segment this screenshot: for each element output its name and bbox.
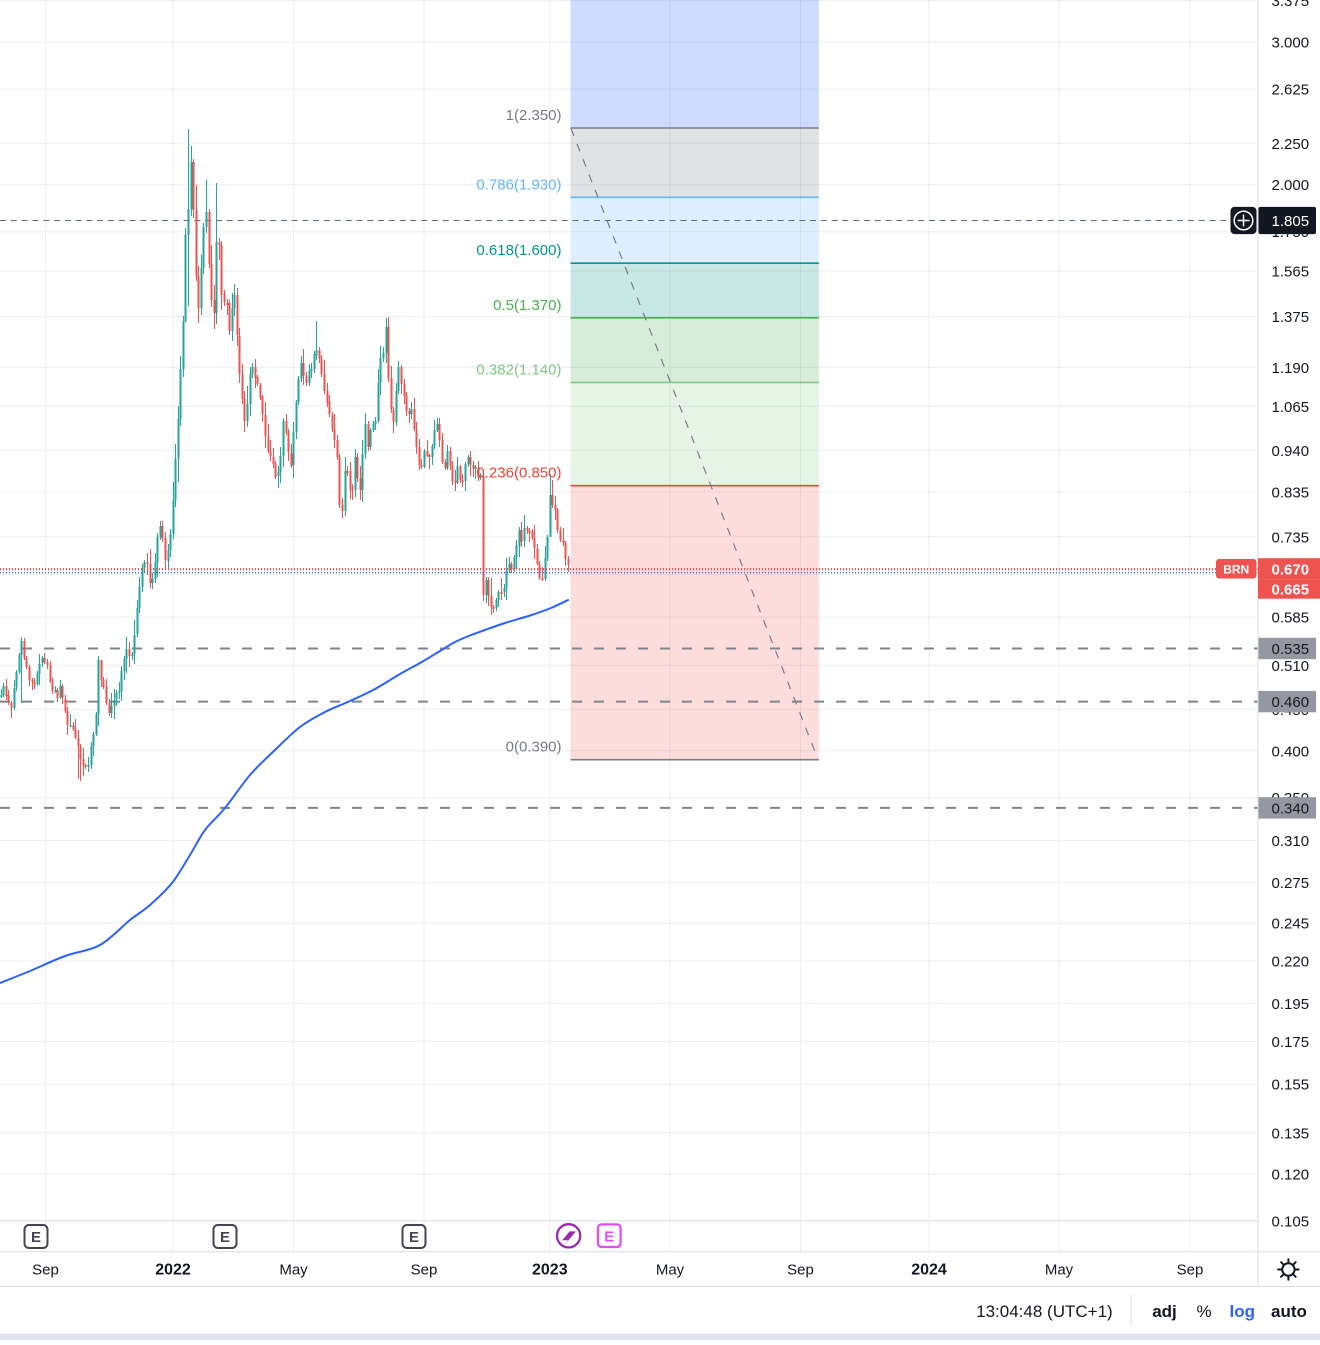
svg-text:0.175: 0.175 (1272, 1034, 1310, 1051)
svg-text:E: E (220, 1229, 230, 1246)
svg-text:0.786(1.930): 0.786(1.930) (476, 176, 561, 193)
svg-text:0.195: 0.195 (1272, 996, 1310, 1013)
svg-text:0.340: 0.340 (1272, 800, 1310, 817)
svg-text:2.625: 2.625 (1272, 82, 1310, 99)
svg-text:2023: 2023 (532, 1262, 568, 1279)
svg-text:May: May (1045, 1262, 1074, 1279)
svg-text:2024: 2024 (911, 1262, 947, 1279)
svg-text:May: May (656, 1262, 685, 1279)
svg-text:BRN: BRN (1223, 563, 1249, 577)
svg-text:Sep: Sep (411, 1262, 438, 1279)
svg-text:2.000: 2.000 (1272, 177, 1310, 194)
svg-text:0.535: 0.535 (1272, 641, 1310, 658)
svg-text:0.400: 0.400 (1272, 743, 1310, 760)
svg-text:0.236(0.850): 0.236(0.850) (476, 465, 561, 482)
svg-text:3.000: 3.000 (1272, 35, 1310, 52)
svg-text:auto: auto (1271, 1302, 1307, 1321)
svg-text:adj: adj (1152, 1302, 1177, 1321)
svg-text:0(0.390): 0(0.390) (506, 739, 562, 756)
svg-text:0.735: 0.735 (1272, 529, 1310, 546)
svg-text:0.835: 0.835 (1272, 484, 1310, 501)
svg-text:0.618(1.600): 0.618(1.600) (476, 242, 561, 259)
svg-text:E: E (409, 1229, 419, 1246)
svg-text:E: E (31, 1229, 41, 1246)
svg-text:0.510: 0.510 (1272, 658, 1310, 675)
svg-text:0.460: 0.460 (1272, 694, 1310, 711)
svg-text:0.105: 0.105 (1272, 1214, 1310, 1231)
svg-text:0.245: 0.245 (1272, 916, 1310, 933)
svg-text:0.5(1.370): 0.5(1.370) (493, 297, 561, 314)
svg-text:0.155: 0.155 (1272, 1077, 1310, 1094)
svg-text:log: log (1230, 1302, 1256, 1321)
svg-text:0.382(1.140): 0.382(1.140) (476, 361, 561, 378)
svg-text:Sep: Sep (32, 1262, 59, 1279)
svg-text:0.585: 0.585 (1272, 610, 1310, 627)
svg-text:0.135: 0.135 (1272, 1125, 1310, 1142)
svg-text:0.310: 0.310 (1272, 833, 1310, 850)
svg-text:Sep: Sep (787, 1262, 814, 1279)
svg-text:0.940: 0.940 (1272, 443, 1310, 460)
svg-text:1.375: 1.375 (1272, 309, 1310, 326)
svg-text:%: % (1196, 1302, 1211, 1321)
svg-text:1(2.350): 1(2.350) (506, 107, 562, 124)
svg-text:2.250: 2.250 (1272, 136, 1310, 153)
svg-text:E: E (604, 1229, 614, 1246)
svg-text:0.220: 0.220 (1272, 954, 1310, 971)
svg-text:1.065: 1.065 (1272, 399, 1310, 416)
svg-text:0.670: 0.670 (1272, 562, 1310, 579)
svg-text:1.565: 1.565 (1272, 264, 1310, 281)
svg-text:2022: 2022 (155, 1262, 191, 1279)
svg-text:May: May (279, 1262, 308, 1279)
svg-text:13:04:48 (UTC+1): 13:04:48 (UTC+1) (976, 1302, 1113, 1321)
svg-text:1.190: 1.190 (1272, 360, 1310, 377)
svg-text:1.805: 1.805 (1272, 213, 1310, 230)
svg-text:Sep: Sep (1177, 1262, 1204, 1279)
svg-text:0.275: 0.275 (1272, 875, 1310, 892)
svg-text:0.665: 0.665 (1272, 581, 1310, 598)
svg-text:0.120: 0.120 (1272, 1167, 1310, 1184)
svg-text:3.375: 3.375 (1272, 0, 1310, 10)
